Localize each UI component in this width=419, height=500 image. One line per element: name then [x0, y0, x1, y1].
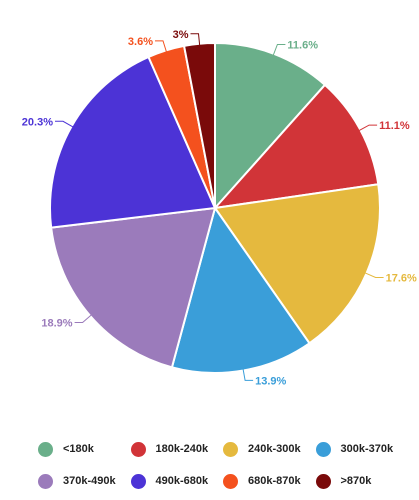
legend-label: 180k-240k — [155, 443, 209, 455]
legend-item[interactable]: 490k-680k — [130, 473, 224, 489]
legend: <180k 180k-240k 240k-300k 300k-370k 370k… — [38, 433, 408, 497]
data-label: 11.6% — [287, 40, 318, 52]
legend-swatch — [315, 441, 331, 457]
legend-label: 300k-370k — [340, 443, 394, 455]
leader-line — [74, 314, 93, 323]
leader-line — [364, 272, 384, 278]
leader-line — [358, 124, 378, 132]
leader-line — [242, 368, 254, 381]
legend-swatch — [130, 473, 146, 489]
leader-line — [272, 44, 286, 56]
legend-swatch — [130, 441, 146, 457]
legend-item[interactable]: 370k-490k — [38, 473, 131, 489]
leader-line — [55, 120, 74, 128]
legend-label: <180k — [63, 443, 94, 455]
legend-swatch — [223, 441, 238, 457]
legend-item[interactable]: 240k-300k — [223, 441, 316, 457]
legend-swatch — [38, 441, 53, 457]
legend-label: 680k-870k — [248, 475, 301, 487]
leader-line — [155, 40, 168, 53]
data-label: 11.1% — [379, 120, 410, 132]
data-label: 3% — [173, 29, 189, 41]
data-label: 20.3% — [22, 116, 53, 128]
legend-item[interactable]: >870k — [315, 473, 409, 489]
legend-label: 490k-680k — [155, 475, 209, 487]
legend-label: 240k-300k — [248, 443, 301, 455]
legend-label: 370k-490k — [63, 475, 116, 487]
legend-swatch — [223, 473, 238, 489]
legend-item[interactable]: 180k-240k — [130, 441, 224, 457]
data-label: 3.6% — [128, 36, 153, 48]
legend-swatch — [315, 473, 331, 489]
data-label: 17.6% — [386, 273, 417, 285]
leader-line — [190, 33, 201, 46]
data-label: 18.9% — [41, 318, 72, 330]
legend-item[interactable]: <180k — [38, 441, 131, 457]
data-label: 13.9% — [255, 375, 286, 387]
legend-item[interactable]: 300k-370k — [315, 441, 409, 457]
legend-row: <180k 180k-240k 240k-300k 300k-370k — [38, 433, 408, 465]
pie-chart: 11.6% 11.1% 17.6% 13.9% 18.9% 20.3% 3.6% 3% — [22, 29, 417, 388]
legend-label: >870k — [340, 475, 372, 487]
legend-item[interactable]: 680k-870k — [223, 473, 316, 489]
legend-swatch — [38, 473, 53, 489]
legend-row: 370k-490k 490k-680k 680k-870k >870k — [38, 465, 408, 497]
